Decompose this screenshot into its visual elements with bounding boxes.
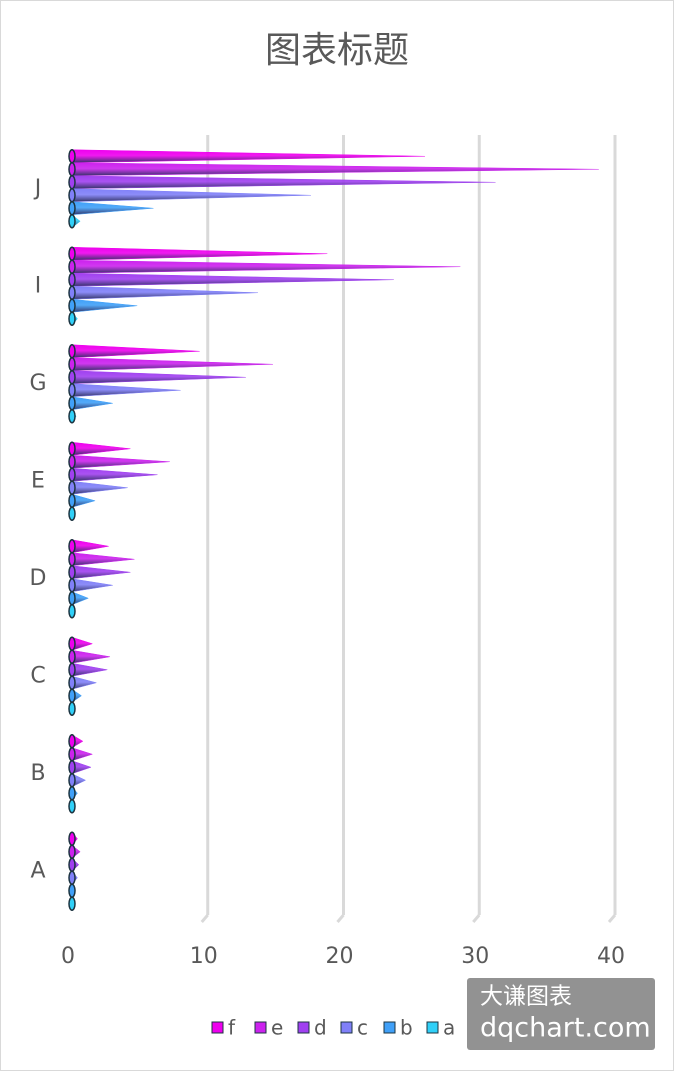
cone-base: [68, 493, 76, 508]
legend-label: e: [271, 1016, 283, 1040]
cone-base: [68, 773, 76, 788]
cone-base: [68, 675, 76, 690]
cone-base: [68, 591, 76, 606]
cone-base: [68, 747, 76, 762]
x-tick-label: 20: [326, 944, 354, 969]
legend-label: b: [400, 1016, 413, 1040]
legend-swatch: [211, 1021, 224, 1034]
cone-base: [68, 467, 76, 482]
x-tick-label: 10: [190, 944, 218, 969]
y-tick-label: C: [30, 663, 45, 688]
cone-base: [68, 344, 76, 359]
legend-swatch: [297, 1021, 310, 1034]
cone-base: [68, 149, 76, 164]
cone-base: [68, 298, 76, 313]
cone-base: [68, 552, 76, 567]
cone-base: [68, 857, 76, 872]
y-tick-label: I: [35, 273, 42, 298]
legend-label: d: [314, 1016, 327, 1040]
cone-base: [68, 259, 76, 274]
cone-base: [68, 311, 76, 326]
cone-base: [68, 201, 76, 216]
legend-swatch: [426, 1021, 439, 1034]
cone-base: [68, 357, 76, 372]
cone-base: [68, 383, 76, 398]
cone-base: [68, 636, 76, 651]
y-tick-label: B: [30, 761, 45, 786]
legend-label: c: [357, 1016, 368, 1040]
legend-label: a: [443, 1016, 455, 1040]
watermark-box: [467, 978, 655, 1050]
cone-base: [68, 214, 76, 229]
cone-base: [68, 441, 76, 456]
cone-base: [68, 883, 76, 898]
y-tick-label: J: [33, 176, 42, 201]
cone-base: [68, 831, 76, 846]
cone-base: [68, 162, 76, 177]
legend-swatch: [340, 1021, 353, 1034]
cone-base: [68, 760, 76, 775]
legend-label: f: [228, 1016, 236, 1040]
cone-base: [68, 285, 76, 300]
legend-swatch: [383, 1021, 396, 1034]
cone-base: [68, 480, 76, 495]
y-tick-label: D: [30, 566, 47, 591]
cone-base: [68, 844, 76, 859]
grid-line-foot: [472, 914, 481, 923]
cone-base: [68, 175, 76, 190]
cone-base: [68, 662, 76, 677]
chart-title: 图表标题: [265, 30, 409, 71]
cone-base: [68, 409, 76, 424]
cone-base: [68, 454, 76, 469]
cone-base: [68, 701, 76, 716]
y-tick-label: A: [30, 858, 45, 883]
cone-base: [68, 246, 76, 261]
x-tick-label: 30: [461, 944, 489, 969]
cone-base: [68, 272, 76, 287]
watermark: 大谦图表 dqchart.com: [467, 978, 655, 1050]
cone-base: [68, 688, 76, 703]
cone-base: [68, 539, 76, 554]
cone-base: [68, 396, 76, 411]
watermark-text: dqchart.com: [480, 1013, 651, 1044]
cone-base: [68, 786, 76, 801]
x-tick-label: 0: [61, 944, 75, 969]
y-tick-label: E: [31, 468, 45, 493]
cone-base: [68, 565, 76, 580]
grid-line-foot: [200, 914, 209, 923]
grid-line-foot: [607, 914, 617, 923]
cone-base: [68, 734, 76, 749]
cone-base: [68, 896, 76, 911]
cone-base: [68, 870, 76, 885]
cone-base: [68, 506, 76, 521]
grid-line-foot: [336, 914, 345, 923]
cone-base: [68, 799, 76, 814]
cone-base: [68, 370, 76, 385]
x-tick-label: 40: [597, 944, 625, 969]
watermark-text: 大谦图表: [480, 984, 572, 1010]
legend-swatch: [254, 1021, 267, 1034]
y-tick-label: G: [29, 371, 46, 396]
cone-base: [68, 649, 76, 664]
cone-base: [68, 188, 76, 203]
cone-base: [68, 578, 76, 593]
cone-base: [68, 604, 76, 619]
